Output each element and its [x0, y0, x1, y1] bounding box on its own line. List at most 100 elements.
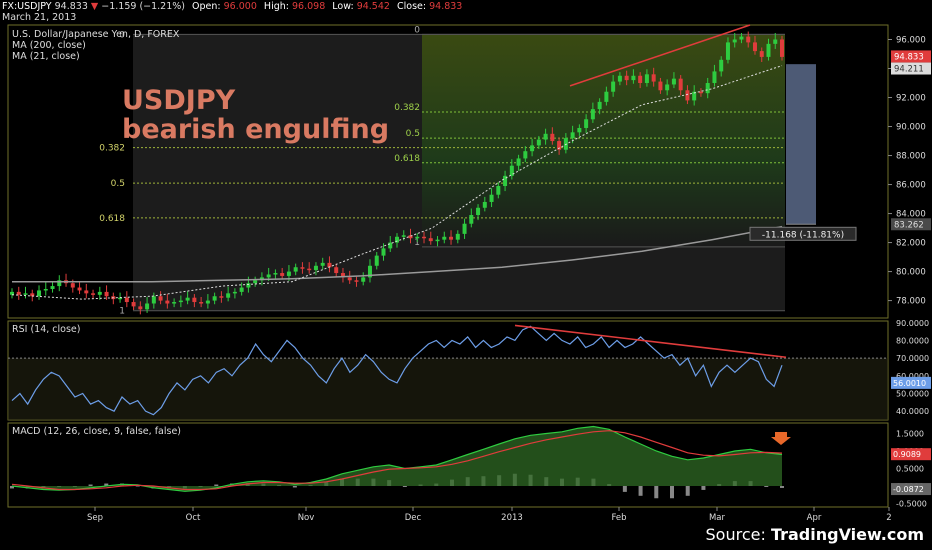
- ma200-legend[interactable]: MA (200, close): [12, 40, 86, 51]
- candle-body: [239, 287, 244, 292]
- x-tick-label: Dec: [405, 513, 422, 523]
- candle-body: [91, 293, 96, 295]
- candle-body: [732, 39, 737, 43]
- macd-legend[interactable]: MACD (12, 26, close, 9, false, false): [12, 426, 181, 437]
- macd-hist-bar: [764, 486, 769, 487]
- candle-body: [780, 39, 784, 57]
- candle-body: [469, 215, 474, 224]
- candle-body: [43, 288, 48, 291]
- candle-body: [37, 290, 42, 297]
- hist-value-tag-bg: [891, 483, 931, 496]
- x-tick-label: 2013: [501, 513, 523, 523]
- rsi-value-tag: 56.0010: [893, 379, 926, 388]
- candle-body: [408, 235, 413, 239]
- candle-body: [84, 290, 89, 294]
- rsi-tick-label: 70.0000: [896, 354, 929, 363]
- high-value: 96.098: [292, 1, 326, 12]
- candle-body: [712, 71, 717, 84]
- macd-hist-bar: [135, 485, 140, 487]
- candle-body: [725, 42, 730, 60]
- source-credit: Source: TradingView.com: [706, 525, 924, 544]
- candle-body: [30, 293, 35, 297]
- candle-body: [644, 74, 649, 84]
- macd-hist-bar: [685, 486, 690, 496]
- ma200-line: [12, 225, 783, 283]
- candle-body: [10, 291, 14, 295]
- candle-body: [327, 262, 332, 268]
- low-label: Low:: [332, 1, 354, 12]
- candle-body: [503, 175, 508, 187]
- target-price-tag: 83.262: [894, 220, 924, 230]
- candle-body: [482, 201, 487, 208]
- x-tick-label: 2: [886, 513, 891, 523]
- candle-body: [232, 291, 237, 294]
- candle-body: [678, 78, 683, 91]
- candle-body: [604, 91, 609, 102]
- last-price-tag: 94.833: [894, 52, 924, 62]
- candle-body: [543, 133, 548, 140]
- candle-body: [165, 300, 170, 304]
- candle-body: [428, 238, 433, 242]
- candle-body: [381, 248, 386, 256]
- candle-body: [104, 291, 109, 297]
- candle-body: [577, 127, 582, 133]
- x-tick-label: Apr: [807, 513, 822, 523]
- candle-body: [530, 145, 535, 152]
- candle-body: [557, 141, 562, 150]
- candle-body: [138, 306, 143, 310]
- fib2-level-label: 0.618: [394, 154, 420, 164]
- candle-body: [300, 267, 305, 269]
- y-tick-label: 96.000: [896, 36, 926, 46]
- price-change: −1.159 (−1.21%): [101, 1, 185, 12]
- candle-body: [16, 291, 21, 295]
- y-tick-label: 78.000: [896, 297, 926, 307]
- candle-body: [516, 158, 521, 166]
- candle-body: [246, 283, 251, 288]
- measure-label: -11.168 (-11.81%): [762, 230, 844, 240]
- fib2-level-label: 0: [414, 25, 420, 35]
- main-legend-title: U.S. Dollar/Japanese Yen, D, FOREX: [12, 29, 180, 40]
- candle-body: [631, 75, 636, 81]
- candle-body: [476, 207, 481, 216]
- low-value: 94.542: [356, 1, 390, 12]
- candle-body: [597, 101, 602, 110]
- candle-body: [719, 59, 724, 72]
- y-tick-label: 88.000: [896, 152, 926, 162]
- candle-body: [374, 255, 379, 266]
- candle-body: [692, 91, 697, 101]
- candle-body: [320, 262, 325, 266]
- candle-body: [455, 233, 460, 240]
- candle-body: [388, 242, 393, 249]
- close-value: 94.833: [429, 1, 463, 12]
- rsi-tick-label: 40.0000: [896, 407, 929, 416]
- candle-body: [611, 81, 616, 92]
- candle-body: [624, 75, 629, 81]
- candle-body: [313, 265, 318, 271]
- macd-hist-bar: [88, 484, 93, 486]
- ma21-legend[interactable]: MA (21, close): [12, 51, 80, 62]
- rsi-legend[interactable]: RSI (14, close): [12, 324, 81, 335]
- source-brand[interactable]: TradingView.com: [770, 525, 924, 544]
- candle-body: [685, 90, 690, 101]
- down-arrow-marker-icon: [771, 432, 791, 445]
- candle-body: [226, 293, 231, 298]
- candle-body: [273, 273, 278, 275]
- candle-body: [496, 186, 501, 195]
- rsi-tick-label: 60.0000: [896, 372, 929, 381]
- candle-body: [705, 83, 710, 94]
- annotation-line-2: bearish engulfing: [122, 114, 390, 145]
- rsi-line: [11, 325, 783, 416]
- rsi-tick-label: 50.0000: [896, 389, 929, 398]
- candle-body: [50, 286, 55, 289]
- candle-body: [77, 287, 82, 291]
- close-label: Close:: [396, 1, 427, 12]
- candle-body: [746, 36, 751, 43]
- candle-body: [415, 236, 420, 239]
- candle-body: [442, 236, 447, 240]
- candle-body: [759, 51, 764, 57]
- y-tick-label: 80.000: [896, 268, 926, 278]
- x-tick-label: Sep: [87, 513, 103, 523]
- candle-body: [219, 296, 224, 298]
- candle-body: [57, 280, 62, 287]
- symbol-header: FX:USDJPY 94.833 ▼ −1.159 (−1.21%) Open:…: [2, 1, 462, 12]
